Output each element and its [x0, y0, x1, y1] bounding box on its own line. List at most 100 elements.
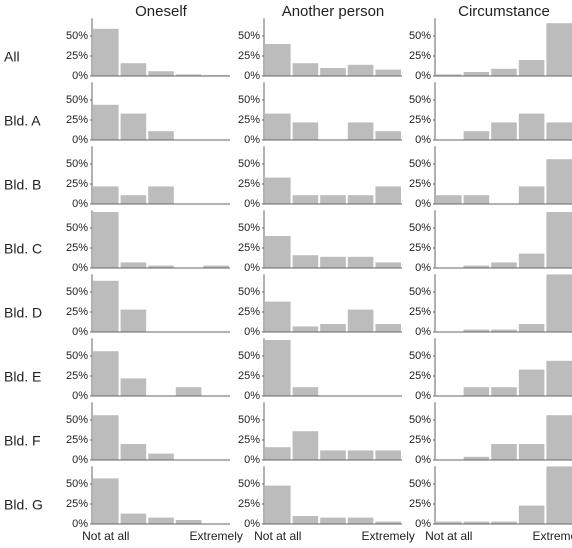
y-tick-label: 0%	[415, 262, 431, 274]
bar	[463, 521, 490, 524]
y-tick-label: 50%	[238, 286, 260, 298]
y-tick-label: 25%	[66, 434, 88, 446]
bar	[463, 329, 490, 332]
y-tick-label: 50%	[238, 478, 260, 490]
y-tick-label: 50%	[409, 350, 431, 362]
bar	[292, 255, 319, 268]
bar	[120, 378, 147, 396]
y-tick-label: 0%	[72, 262, 88, 274]
bar	[347, 309, 374, 332]
bar	[320, 324, 346, 332]
bar	[546, 159, 572, 204]
y-tick-label: 0%	[72, 518, 88, 530]
bar	[518, 60, 545, 76]
y-tick-label: 50%	[66, 350, 88, 362]
row-label: Bld. C	[4, 241, 42, 257]
y-tick-label: 0%	[415, 70, 431, 82]
y-tick-label: 25%	[409, 50, 431, 62]
bar	[375, 131, 401, 140]
y-tick-label: 0%	[72, 326, 88, 338]
bar	[491, 262, 517, 268]
y-tick-label: 25%	[66, 498, 88, 510]
bar	[265, 301, 291, 332]
bar	[120, 513, 147, 524]
x-category-label: Not at all	[425, 529, 472, 543]
y-tick-label: 0%	[415, 198, 431, 210]
y-tick-label: 25%	[409, 306, 431, 318]
bar	[93, 280, 119, 332]
y-tick-label: 25%	[409, 178, 431, 190]
bar	[93, 351, 119, 396]
y-tick-label: 50%	[409, 414, 431, 426]
y-tick-label: 0%	[415, 518, 431, 530]
row-label: Bld. D	[4, 305, 42, 321]
y-tick-label: 50%	[238, 30, 260, 42]
bar	[491, 122, 517, 140]
bar	[375, 186, 401, 204]
bar	[546, 466, 572, 524]
bar	[463, 387, 490, 396]
row-label: Bld. A	[4, 113, 41, 129]
y-tick-label: 25%	[238, 242, 260, 254]
bar	[320, 450, 346, 460]
y-tick-label: 50%	[66, 222, 88, 234]
y-tick-label: 0%	[244, 70, 260, 82]
bar	[292, 516, 319, 524]
bar	[93, 478, 119, 524]
y-tick-label: 0%	[415, 454, 431, 466]
bar	[93, 415, 119, 460]
y-tick-label: 25%	[66, 242, 88, 254]
bar	[120, 63, 147, 76]
y-tick-label: 25%	[238, 498, 260, 510]
bar	[148, 517, 174, 524]
y-tick-label: 50%	[409, 158, 431, 170]
bar	[93, 212, 119, 268]
bar	[265, 177, 291, 204]
y-tick-label: 50%	[66, 94, 88, 106]
x-category-label: Extremely	[190, 529, 243, 543]
bar	[463, 195, 490, 204]
bar	[436, 74, 462, 76]
y-tick-label: 25%	[238, 50, 260, 62]
x-category-label: Extremely	[533, 529, 572, 543]
y-tick-label: 25%	[238, 434, 260, 446]
bar	[491, 68, 517, 76]
y-tick-label: 25%	[66, 114, 88, 126]
bar	[546, 122, 572, 140]
row-label: Bld. G	[4, 497, 43, 513]
bar	[320, 517, 346, 524]
bar	[148, 131, 174, 140]
y-tick-label: 50%	[66, 158, 88, 170]
bar	[320, 195, 346, 204]
bar	[347, 450, 374, 460]
bar	[518, 444, 545, 460]
bar	[491, 329, 517, 332]
x-category-label: Extremely	[362, 529, 415, 543]
bar	[265, 447, 291, 460]
bar	[120, 309, 147, 332]
bar	[265, 485, 291, 524]
bar	[375, 262, 401, 268]
y-tick-label: 25%	[409, 498, 431, 510]
bar	[93, 186, 119, 204]
y-tick-label: 0%	[244, 390, 260, 402]
bar	[546, 212, 572, 268]
bar	[518, 369, 545, 396]
y-tick-label: 25%	[66, 306, 88, 318]
y-tick-label: 25%	[238, 306, 260, 318]
y-tick-label: 50%	[238, 350, 260, 362]
bar	[265, 340, 291, 396]
bar	[148, 186, 174, 204]
y-tick-label: 50%	[66, 478, 88, 490]
column-title: Oneself	[135, 3, 188, 20]
bar	[292, 431, 319, 460]
bar	[347, 64, 374, 76]
bar	[347, 122, 374, 140]
bar	[518, 253, 545, 268]
bar	[148, 265, 174, 268]
y-tick-label: 0%	[72, 198, 88, 210]
bar	[292, 63, 319, 76]
bar	[375, 521, 401, 524]
y-tick-label: 0%	[244, 134, 260, 146]
